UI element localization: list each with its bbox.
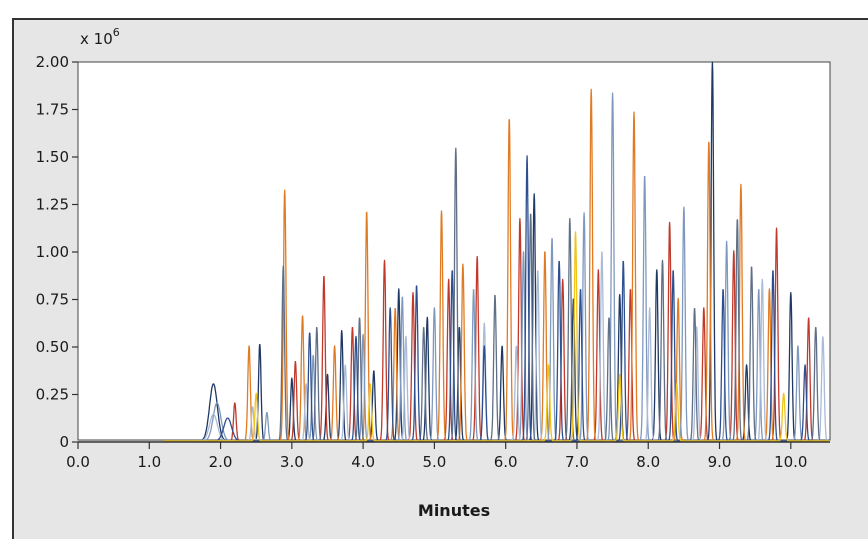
y-tick-label: 0.25 xyxy=(36,386,69,404)
y-tick-label: 0 xyxy=(59,433,69,451)
x-tick-label: 4.0 xyxy=(351,453,375,471)
y-axis-ticks: 0 0.25 0.50 0.75 1.00 1.25 1.50 1.75 2.00 xyxy=(36,53,78,451)
x-tick-label: 2.0 xyxy=(209,453,233,471)
x-tick-label: 8.0 xyxy=(636,453,660,471)
y-multiplier-label: x 106 xyxy=(80,26,120,48)
y-tick-label: 1.25 xyxy=(36,196,69,214)
y-tick-label: 1.75 xyxy=(36,101,69,119)
x-tick-label: 5.0 xyxy=(422,453,446,471)
y-tick-label: 0.50 xyxy=(36,338,69,356)
x-tick-label: 9.0 xyxy=(708,453,732,471)
x-tick-label: 10.0 xyxy=(774,453,807,471)
x-axis-ticks: 0.0 1.0 2.0 3.0 4.0 5.0 6.0 7.0 8.0 9.0 10.0 xyxy=(66,442,807,471)
x-tick-label: 6.0 xyxy=(494,453,518,471)
x-tick-label: 7.0 xyxy=(565,453,589,471)
x-tick-label: 0.0 xyxy=(66,453,90,471)
y-tick-label: 2.00 xyxy=(36,53,69,71)
y-tick-label: 1.00 xyxy=(36,243,69,261)
chromatogram-traces xyxy=(163,61,831,442)
x-tick-label: 3.0 xyxy=(280,453,304,471)
trace-series-8 xyxy=(163,231,831,442)
y-tick-label: 1.50 xyxy=(36,148,69,166)
x-axis-label: Minutes xyxy=(418,501,490,520)
x-tick-label: 1.0 xyxy=(137,453,161,471)
y-tick-label: 0.75 xyxy=(36,291,69,309)
